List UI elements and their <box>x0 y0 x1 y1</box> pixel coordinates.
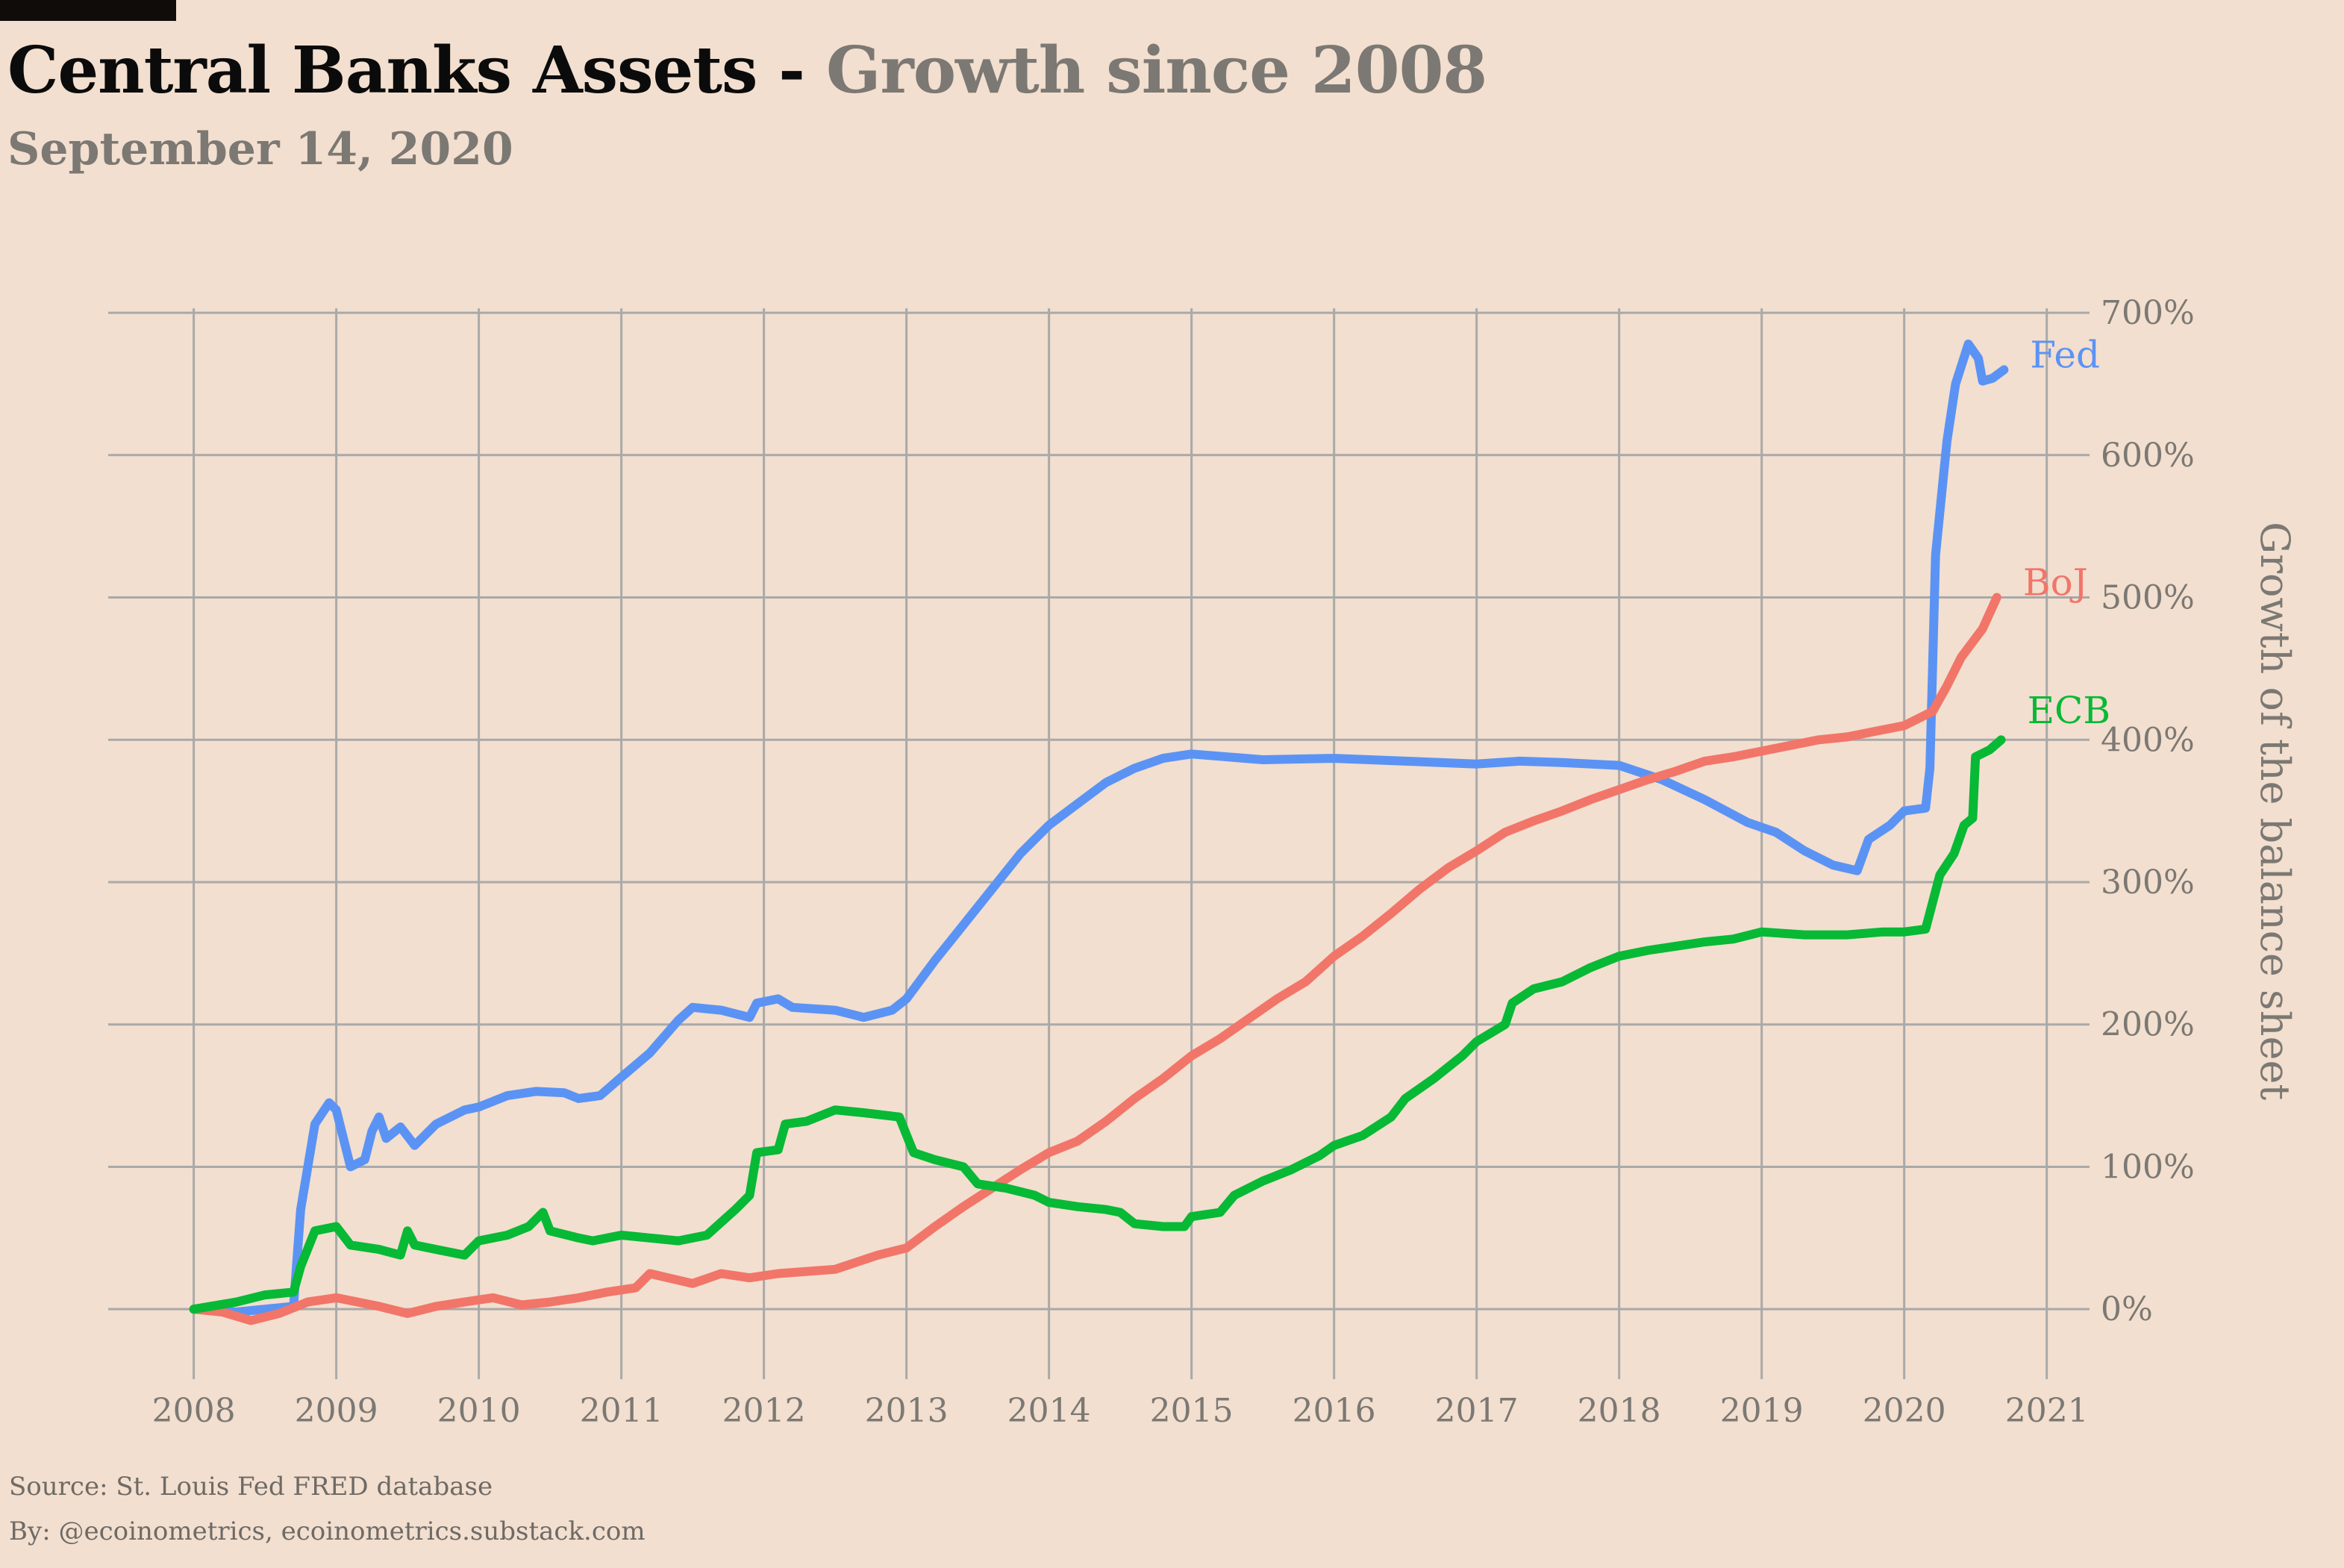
x-tick-label: 2017 <box>1435 1392 1519 1430</box>
y-tick-label: 600% <box>2101 437 2195 475</box>
y-axis-label: Growth of the balance sheet <box>2251 522 2298 1100</box>
x-tick-label: 2018 <box>1578 1392 1661 1430</box>
page-subtitle: September 14, 2020 <box>7 123 513 175</box>
series-label-boj: BoJ <box>2023 560 2088 604</box>
y-tick-label: 300% <box>2101 863 2195 902</box>
x-tick-label: 2016 <box>1293 1392 1376 1430</box>
y-tick-label: 0% <box>2101 1290 2153 1328</box>
series-line-fed <box>189 340 2009 1316</box>
y-tick-label: 100% <box>2101 1148 2195 1186</box>
x-axis-ticks: 2008 2009 2010 2011 2012 2013 2014 2015 2016 2017… <box>152 1392 2089 1430</box>
x-tick-label: 2014 <box>1007 1392 1091 1430</box>
title-main: Central Banks Assets <box>7 33 757 108</box>
x-tick-label: 2020 <box>1863 1392 1946 1430</box>
series-line-ecb <box>189 735 2006 1314</box>
x-tick-label: 2015 <box>1150 1392 1234 1430</box>
x-tick-label: 2008 <box>152 1392 236 1430</box>
y-tick-label: 700% <box>2101 294 2195 332</box>
series-label-fed: Fed <box>2030 333 2100 376</box>
x-tick-label: 2012 <box>722 1392 806 1430</box>
y-tick-label: 200% <box>2101 1006 2195 1044</box>
title-separator: - <box>757 33 826 108</box>
x-tick-label: 2011 <box>580 1392 663 1430</box>
title-suffix: Growth since 2008 <box>825 33 1487 108</box>
y-tick-label: 400% <box>2101 721 2195 759</box>
series-label-ecb: ECB <box>2028 689 2111 732</box>
page-title: Central Banks Assets - Growth since 2008 <box>7 22 1487 119</box>
x-tick-label: 2010 <box>437 1392 521 1430</box>
y-axis-ticks: 0% 100% 200% 300% 400% 500% 600% 700% <box>2101 294 2195 1328</box>
author-note: By: @ecoinometrics, ecoinometrics.substa… <box>9 1517 646 1546</box>
source-note: Source: St. Louis Fed FRED database <box>9 1472 493 1502</box>
x-tick-label: 2019 <box>1720 1392 1804 1430</box>
x-tick-label: 2009 <box>295 1392 378 1430</box>
series-line-boj <box>189 593 2001 1325</box>
top-accent-bar <box>0 0 176 21</box>
series-labels: Fed BoJ ECB <box>2023 333 2110 732</box>
series-lines <box>189 340 2009 1325</box>
y-tick-label: 500% <box>2101 579 2195 617</box>
x-tick-label: 2013 <box>865 1392 948 1430</box>
x-tick-label: 2021 <box>2005 1392 2089 1430</box>
